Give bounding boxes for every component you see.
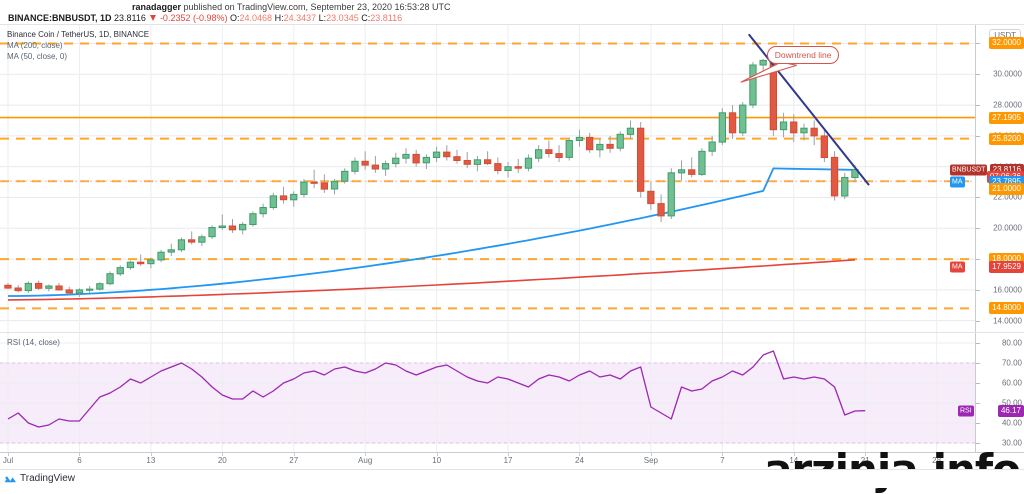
rsi-axis-tick	[976, 443, 980, 444]
price-axis-badge[interactable]: 32.0000	[989, 37, 1024, 50]
time-axis-tick	[793, 453, 795, 456]
price-axis-badge[interactable]: 25.8200	[989, 132, 1024, 145]
price-axis-tick	[976, 320, 980, 322]
rsi-series-tag: RSI	[958, 405, 974, 417]
rsi-axis-tick	[976, 423, 980, 424]
price-axis-tick	[976, 74, 980, 76]
price-pane[interactable]: Binance Coin / TetherUS, 1D, BINANCE MA …	[0, 24, 1024, 333]
chart-footer: TradingView	[0, 469, 1024, 488]
price-axis-tick	[976, 135, 980, 137]
symbol-label[interactable]: BINANCE:BNBUSDT, 1D	[8, 13, 112, 23]
open-value: 24.0468	[239, 13, 273, 23]
tradingview-logo-icon	[4, 476, 16, 483]
time-axis-tick	[936, 453, 938, 456]
rsi-plot-area[interactable]: RSI (14, close)	[0, 333, 975, 453]
time-axis-tick	[150, 453, 152, 456]
time-axis-label: 20	[217, 456, 227, 465]
price-axis-series-tag: MA	[950, 261, 965, 273]
time-axis-label: 21	[860, 456, 870, 465]
price-axis-badge[interactable]: 14.8000	[989, 302, 1024, 315]
low-value: 23.0345	[326, 13, 359, 23]
price-change-pct: (-0.98%)	[192, 13, 228, 23]
time-axis-tick	[436, 453, 438, 456]
price-axis-series-tag: MA	[950, 176, 965, 188]
rsi-axis-tick	[976, 363, 980, 364]
publish-info: ranadagger published on TradingView.com,…	[132, 2, 451, 12]
price-axis-badge[interactable]: 21.0000	[989, 183, 1024, 195]
high-value: 24.3437	[283, 13, 317, 23]
tradingview-brand-label: TradingView	[20, 473, 76, 484]
price-axis-label: 16.0000	[993, 285, 1022, 295]
time-axis-tick	[650, 453, 652, 456]
rsi-axis-tick	[976, 343, 980, 344]
rsi-axis-label: 50.00	[1001, 398, 1022, 408]
price-axis-label: 30.0000	[993, 69, 1022, 79]
arrow-down-icon	[150, 15, 157, 22]
high-label: H:	[274, 13, 284, 23]
price-axis-tick	[976, 197, 980, 199]
price-axis-tick	[976, 43, 980, 45]
time-axis-label: 10	[432, 456, 442, 465]
price-axis-label: 20.0000	[993, 223, 1022, 233]
price-axis-tick	[976, 105, 980, 107]
time-axis-label: Aug	[358, 456, 373, 465]
price-axis-tick	[976, 228, 980, 230]
time-axis-label: 6	[77, 456, 82, 465]
price-svg	[0, 25, 975, 333]
time-axis-label: 7	[720, 456, 725, 465]
chart-header: ranadagger published on TradingView.com,…	[0, 0, 1024, 24]
price-axis-series-tag: BNBUSDT	[950, 164, 988, 176]
price-axis-label: 28.0000	[993, 100, 1022, 110]
rsi-axis-label: 80.00	[1001, 338, 1022, 348]
time-axis-tick	[722, 453, 724, 456]
rsi-axis-label: 30.00	[1001, 438, 1022, 448]
time-axis-label: 14	[789, 456, 799, 465]
rsi-axis-tick	[976, 403, 980, 404]
time-axis-tick	[508, 453, 510, 456]
time-axis-tick	[222, 453, 224, 456]
symbol-quote-line: BINANCE:BNBUSDT, 1D 23.8116 -0.2352 (-0.…	[8, 13, 402, 23]
open-label: O:	[230, 13, 240, 23]
rsi-pane[interactable]: RSI (14, close) 80.00 70.00 60.00 50.00 40.0…	[0, 332, 1024, 453]
price-axis-label: 14.0000	[993, 316, 1022, 326]
time-axis-tick	[79, 453, 81, 456]
rsi-axis-tick	[976, 383, 980, 384]
time-axis-label: Jul	[2, 456, 14, 465]
time-axis-tick	[8, 453, 9, 456]
time-axis-label: 24	[575, 456, 584, 465]
price-axis-badge[interactable]: 27.1905	[989, 111, 1024, 124]
time-axis-tick	[293, 453, 295, 456]
price-axis-label: 22.0000	[993, 192, 1022, 202]
close-label: C:	[361, 13, 371, 23]
time-axis-tick	[865, 453, 867, 456]
time-axis-label: 28	[932, 456, 942, 465]
rsi-svg	[0, 333, 975, 453]
rsi-axis[interactable]: 80.00 70.00 60.00 50.00 40.00 30.00 46.17 RSI	[958, 333, 1024, 453]
rsi-axis-label: 40.00	[1001, 418, 1022, 428]
time-axis-label: 27	[289, 456, 299, 465]
downtrend-line-annotation[interactable]: Downtrend line	[766, 46, 840, 65]
time-axis-label: 17	[503, 456, 513, 465]
last-price: 23.8116	[114, 13, 146, 23]
rsi-axis-label: 60.00	[1001, 378, 1022, 388]
time-axis[interactable]: Jul 6 13 20 27 Aug 10 17 24 Sep 7 14 21 28	[0, 452, 1024, 469]
time-axis-tick	[365, 453, 367, 456]
time-axis-label: 13	[146, 456, 156, 465]
time-axis-tick	[579, 453, 581, 456]
price-axis-badge[interactable]: 17.9529	[989, 260, 1024, 273]
low-label: L:	[318, 13, 327, 23]
price-axis[interactable]: USDT 32.000030.000028.000026.000024.0000…	[950, 25, 1024, 333]
rsi-value-badge[interactable]: 46.17	[997, 404, 1024, 417]
price-axis-tick	[976, 259, 980, 261]
publish-text: published on TradingView.com, September …	[183, 2, 451, 12]
time-axis-label: Sep	[643, 456, 659, 465]
price-change: -0.2352	[159, 13, 191, 23]
price-plot-area[interactable]: Binance Coin / TetherUS, 1D, BINANCE MA …	[0, 25, 975, 333]
author-name: ranadagger	[132, 2, 182, 12]
close-value: 23.8116	[370, 13, 403, 23]
price-axis-tick	[976, 289, 980, 291]
rsi-axis-label: 70.00	[1001, 358, 1022, 368]
